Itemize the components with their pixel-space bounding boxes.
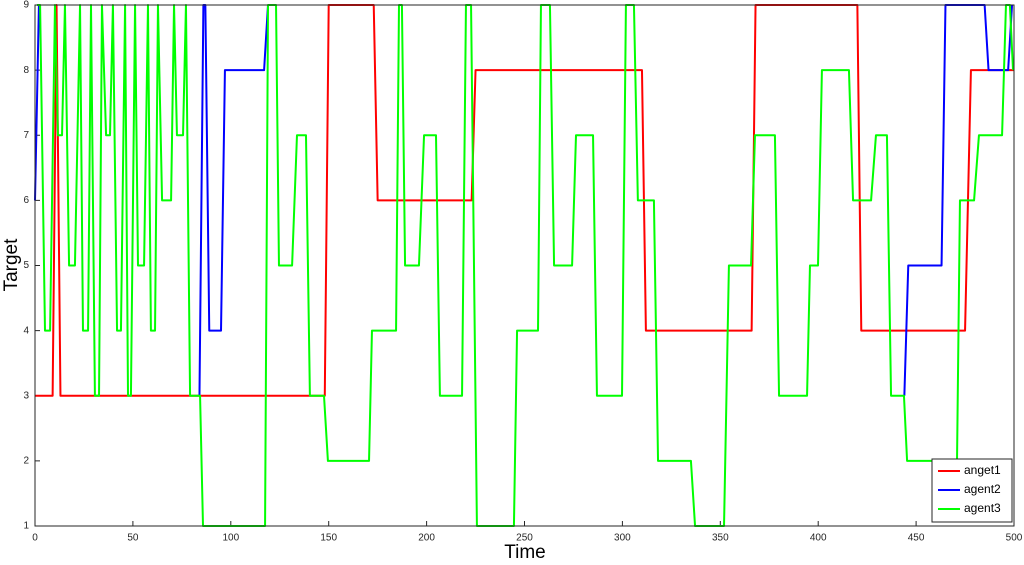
x-axis-title: Time — [504, 542, 546, 563]
y-tick-label: 6 — [23, 195, 29, 206]
y-tick-label: 3 — [23, 390, 29, 401]
y-tick-label: 5 — [23, 260, 29, 271]
x-tick-label: 0 — [32, 533, 38, 544]
x-tick-label: 450 — [908, 533, 925, 544]
legend-label: agent2 — [964, 482, 1001, 496]
axes-box — [34, 4, 1015, 527]
y-tick-label: 8 — [23, 65, 29, 76]
x-tick-label: 200 — [418, 533, 435, 544]
y-tick-label: 2 — [23, 456, 29, 467]
x-tick-label: 350 — [712, 533, 729, 544]
y-tick-label: 9 — [23, 0, 29, 11]
legend-label: agent3 — [964, 501, 1001, 515]
legend-label: anget1 — [964, 463, 1001, 477]
line-series — [35, 4, 1014, 397]
x-tick-label: 300 — [614, 533, 631, 544]
y-tick-label: 7 — [23, 130, 29, 141]
x-tick-label: 400 — [810, 533, 827, 544]
y-tick-label: 1 — [23, 521, 29, 532]
y-axis-title: Target — [1, 238, 22, 292]
y-tick-label: 4 — [23, 325, 29, 336]
x-tick-label: 50 — [127, 533, 139, 544]
x-tick-label: 250 — [516, 533, 533, 544]
plot-area — [35, 5, 1014, 526]
x-tick-label: 150 — [320, 533, 337, 544]
x-tick-label: 100 — [222, 533, 239, 544]
x-tick-label: 500 — [1006, 533, 1023, 544]
